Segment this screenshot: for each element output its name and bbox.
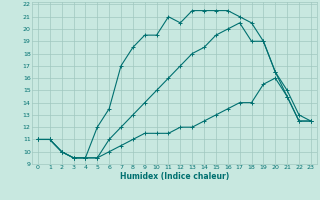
X-axis label: Humidex (Indice chaleur): Humidex (Indice chaleur) [120,172,229,181]
